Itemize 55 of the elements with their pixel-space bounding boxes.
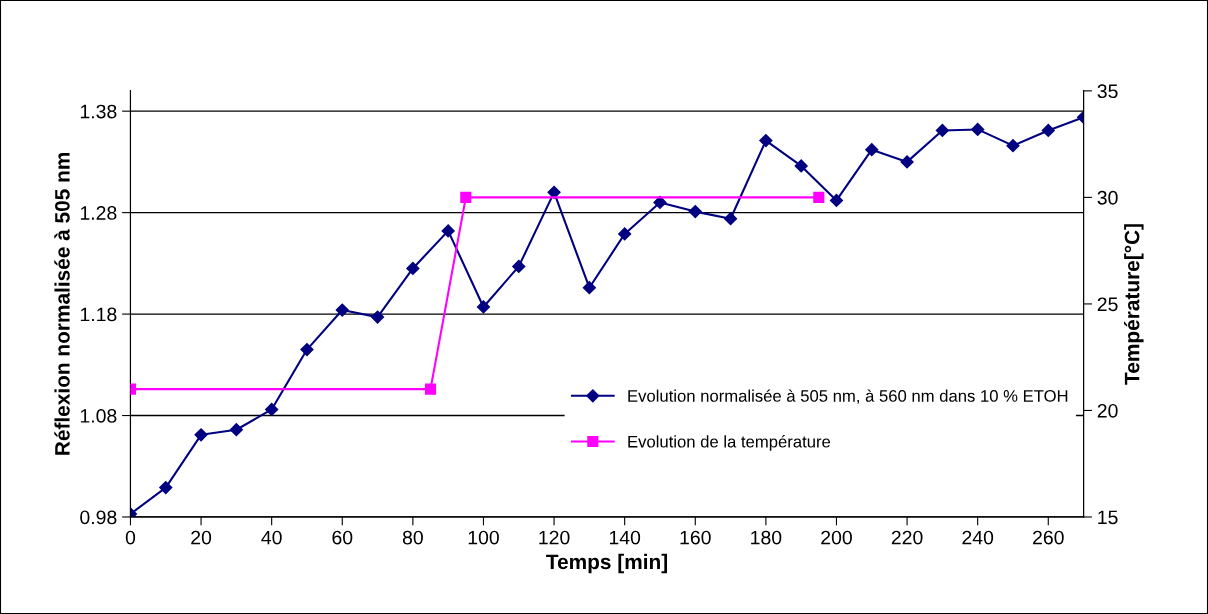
point bbox=[723, 212, 738, 226]
x-tick-label: 40 bbox=[261, 530, 282, 545]
legend-label: Evolution normalisée à 505 nm, à 560 nm dans 10 % ETOH bbox=[628, 389, 1068, 404]
x-tick-label: 120 bbox=[539, 530, 570, 545]
y2-axis-title: Température[°C] bbox=[1123, 224, 1144, 385]
y-tick-label: 1.08 bbox=[80, 409, 117, 423]
point bbox=[194, 428, 208, 442]
point bbox=[759, 133, 773, 148]
y2-tick-label: 25 bbox=[1097, 297, 1118, 312]
point bbox=[300, 342, 314, 357]
y2-tick-label: 20 bbox=[1097, 403, 1118, 418]
y-tick-label: 1.18 bbox=[80, 307, 117, 322]
x-tick-label: 100 bbox=[468, 530, 499, 545]
y-tick-label: 0.98 bbox=[80, 510, 117, 525]
point bbox=[476, 300, 491, 314]
point bbox=[370, 310, 385, 324]
y-tick-label: 1.28 bbox=[80, 206, 117, 220]
y2-tick-label: 30 bbox=[1097, 190, 1118, 205]
point bbox=[935, 123, 949, 138]
point bbox=[794, 159, 808, 173]
point bbox=[229, 423, 243, 437]
point bbox=[829, 193, 844, 208]
point bbox=[547, 185, 561, 199]
point bbox=[1006, 139, 1020, 153]
point bbox=[1041, 123, 1055, 138]
x-tick-label: 0 bbox=[125, 530, 136, 545]
point bbox=[688, 205, 702, 219]
x-tick-label: 20 bbox=[191, 530, 212, 545]
x-tick-label: 80 bbox=[402, 530, 423, 545]
x-tick-label: 260 bbox=[1033, 530, 1064, 545]
point bbox=[512, 259, 526, 273]
x-axis-title: Temps [min] bbox=[546, 553, 668, 574]
point bbox=[582, 281, 596, 295]
point bbox=[406, 261, 420, 276]
x-tick-label: 60 bbox=[332, 530, 353, 545]
point bbox=[618, 227, 632, 241]
y2-tick-label: 35 bbox=[1097, 84, 1118, 99]
x-tick-label: 220 bbox=[891, 530, 923, 545]
point bbox=[653, 195, 667, 210]
y-tick-label: 1.38 bbox=[80, 104, 117, 119]
y2-tick-label: 15 bbox=[1098, 510, 1118, 525]
x-tick-label: 160 bbox=[680, 530, 711, 545]
point bbox=[441, 224, 455, 238]
point bbox=[900, 155, 914, 169]
legend-label: Evolution de la température bbox=[628, 435, 831, 451]
point bbox=[159, 480, 173, 495]
point bbox=[265, 402, 279, 417]
x-tick-label: 140 bbox=[609, 530, 641, 545]
point bbox=[971, 122, 985, 137]
x-tick-label: 180 bbox=[751, 530, 782, 545]
point bbox=[335, 303, 349, 317]
x-tick-label: 200 bbox=[821, 530, 852, 545]
point bbox=[865, 143, 879, 157]
y-axis-title: Réflexion normalisée à 505 nm bbox=[54, 152, 70, 455]
x-tick-label: 240 bbox=[962, 530, 994, 545]
